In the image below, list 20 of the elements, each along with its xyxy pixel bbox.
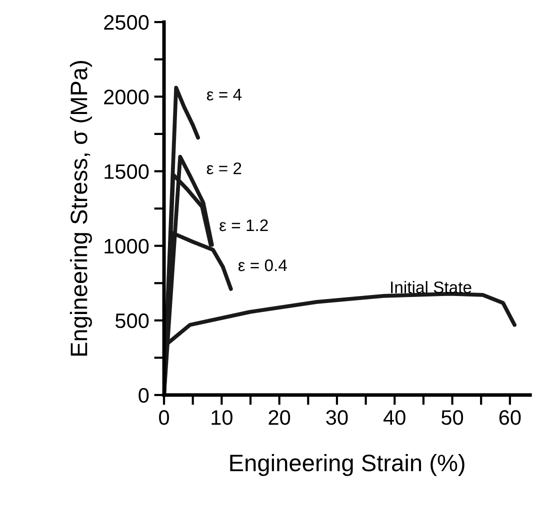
y-tick-label: 1000 bbox=[104, 238, 149, 254]
x-axis-title: Engineering Strain (%) bbox=[230, 454, 464, 476]
series-label: ε = 0.4 bbox=[238, 259, 287, 272]
series-label: Initial State bbox=[391, 281, 472, 294]
y-tick-label: 2000 bbox=[104, 90, 149, 104]
y-axis-title: Engineering Stress, σ (MPa) bbox=[70, 60, 92, 356]
x-tick-label: 0 bbox=[159, 410, 169, 425]
series-label: ε = 4 bbox=[206, 88, 242, 100]
y-tick-label: 2500 bbox=[104, 15, 149, 30]
y-tick-label: 0 bbox=[138, 388, 149, 403]
x-tick-label: 60 bbox=[499, 410, 521, 425]
y-tick-label: 500 bbox=[116, 313, 149, 328]
x-tick-label: 10 bbox=[212, 410, 232, 425]
series-label: ε = 1.2 bbox=[220, 219, 268, 232]
y-tick-label: 1500 bbox=[104, 164, 149, 179]
x-tick-label: 20 bbox=[268, 410, 290, 425]
x-tick-label: 30 bbox=[326, 410, 348, 425]
x-tick-label: 40 bbox=[384, 410, 406, 425]
x-tick-label: 50 bbox=[442, 410, 464, 425]
series-label: ε = 2 bbox=[206, 162, 242, 174]
